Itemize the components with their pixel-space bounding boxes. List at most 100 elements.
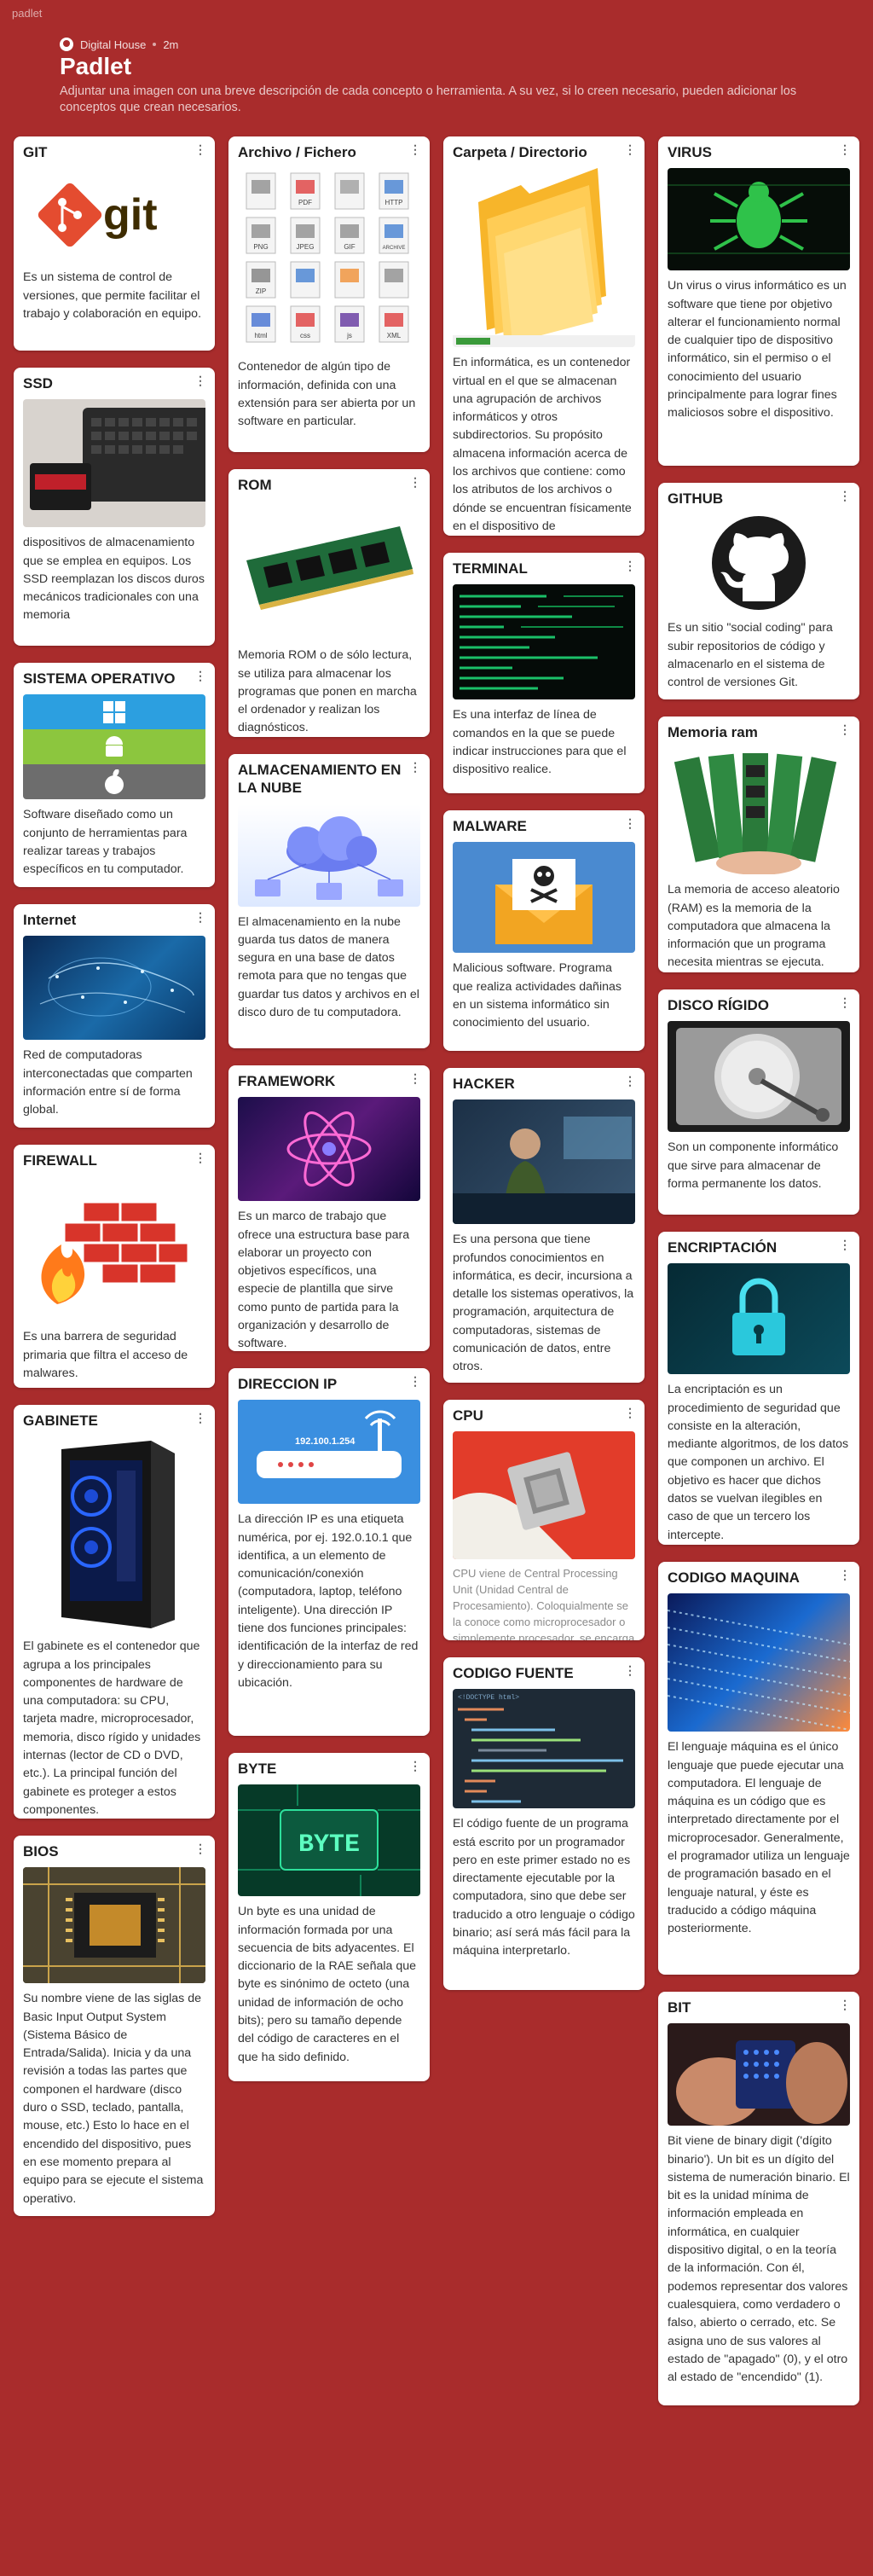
card-title: ROM xyxy=(238,477,272,493)
file-type-icon: js xyxy=(334,305,365,343)
card-title: HACKER xyxy=(453,1076,515,1092)
app-logo[interactable]: padlet xyxy=(12,7,43,20)
card-text: La encriptación es un procedimiento de s… xyxy=(668,1383,849,1542)
card-menu-icon[interactable]: ⋮ xyxy=(624,142,636,156)
author-avatar[interactable] xyxy=(60,38,73,51)
card-menu-icon[interactable]: ⋮ xyxy=(194,142,206,156)
card-menu-icon[interactable]: ⋮ xyxy=(839,722,851,736)
card-git[interactable]: GIT ⋮ git Es un sistema de control de ver… xyxy=(14,136,215,351)
card-menu-icon[interactable]: ⋮ xyxy=(624,1074,636,1088)
card-codigo-fuente[interactable]: CODIGO FUENTE ⋮ <!DOCTYPE html> El código… xyxy=(443,1657,645,1990)
card-ssd[interactable]: SSD ⋮ dispositivos de almacenamiento que … xyxy=(14,368,215,646)
card-menu-icon[interactable]: ⋮ xyxy=(194,1842,206,1855)
card-menu-icon[interactable]: ⋮ xyxy=(194,1411,206,1424)
card-memoria-ram[interactable]: Memoria ram ⋮ La memoria de acceso aleato… xyxy=(658,717,859,972)
card-cpu[interactable]: CPU ⋮ CPU viene de Central Processing Uni… xyxy=(443,1400,645,1640)
card-bit[interactable]: BIT ⋮ Bit viene de binary digit ('dígito … xyxy=(658,1992,859,2405)
card-gabinete[interactable]: GABINETE ⋮ El gabinete es el contenedor q… xyxy=(14,1405,215,1819)
card-menu-icon[interactable]: ⋮ xyxy=(409,1374,421,1388)
author-name[interactable]: Digital House xyxy=(80,38,147,51)
card-title: BIOS xyxy=(23,1843,59,1859)
card-sistema-operativo[interactable]: SISTEMA OPERATIVO ⋮ Software diseñado com… xyxy=(14,663,215,887)
card-menu-icon[interactable]: ⋮ xyxy=(194,669,206,682)
rom-module-image xyxy=(238,501,420,641)
card-text: Un byte es una unidad de información for… xyxy=(238,1905,417,2064)
card-menu-icon[interactable]: ⋮ xyxy=(624,816,636,830)
card-text: La dirección IP es una etiqueta numérica… xyxy=(238,1512,419,1690)
framework-atom-image xyxy=(238,1097,420,1202)
card-title: SISTEMA OPERATIVO xyxy=(23,670,176,687)
card-direccion-ip[interactable]: DIRECCION IP ⋮ 192.100.1.254 La dirección… xyxy=(228,1368,430,1736)
card-title: Archivo / Fichero xyxy=(238,144,356,160)
board-description: Adjuntar una imagen con una breve descri… xyxy=(60,84,797,114)
card-menu-icon[interactable]: ⋮ xyxy=(409,760,421,774)
file-types-image: PDF HTTP PNG JPEG GIF ARCHIVE ZIP html css js XML xyxy=(238,168,420,352)
card-firewall[interactable]: FIREWALL ⋮ Es una barrera de seguridad pr… xyxy=(14,1145,215,1388)
card-menu-icon[interactable]: ⋮ xyxy=(839,1998,851,2011)
card-title: Memoria ram xyxy=(668,724,758,740)
card-github[interactable]: GITHUB ⋮ Es un sitio "social coding" para… xyxy=(658,483,859,699)
gabinete-image xyxy=(23,1436,205,1632)
card-text: Memoria ROM o de sólo lectura, se utiliz… xyxy=(238,648,417,735)
card-menu-icon[interactable]: ⋮ xyxy=(194,910,206,924)
card-menu-icon[interactable]: ⋮ xyxy=(624,559,636,572)
card-menu-icon[interactable]: ⋮ xyxy=(839,489,851,502)
card-title: ENCRIPTACIÓN xyxy=(668,1239,778,1256)
card-menu-icon[interactable]: ⋮ xyxy=(624,1663,636,1677)
card-text: La memoria de acceso aleatorio (RAM) es … xyxy=(668,883,840,970)
card-title: GIT xyxy=(23,144,48,160)
card-codigo-maquina[interactable]: CODIGO MAQUINA ⋮ El lenguaje máquina es e… xyxy=(658,1562,859,1975)
file-type-label: JPEG xyxy=(297,243,315,251)
cpu-chip-image xyxy=(453,1431,635,1560)
card-hacker[interactable]: HACKER ⋮ Es una persona que tiene profund… xyxy=(443,1068,645,1383)
card-carpeta-directorio[interactable]: Carpeta / Directorio ⋮ En informática, es… xyxy=(443,136,645,536)
card-text: Bit viene de binary digit ('dígito binar… xyxy=(668,2134,850,2385)
card-malware[interactable]: MALWARE ⋮ Malicious software. Programa qu… xyxy=(443,810,645,1051)
card-title: MALWARE xyxy=(453,818,527,834)
card-title: GITHUB xyxy=(668,490,724,507)
card-internet[interactable]: Internet ⋮ Red de computadoras interconec… xyxy=(14,904,215,1128)
file-type-label: GIF xyxy=(344,243,355,251)
router-ip-image: 192.100.1.254 xyxy=(238,1400,420,1505)
card-text: Contenedor de algún tipo de información,… xyxy=(238,360,416,429)
ram-sticks-image xyxy=(668,748,850,875)
card-title: ALMACENAMIENTO EN LA NUBE xyxy=(238,762,402,797)
card-terminal[interactable]: TERMINAL ⋮ Es una interfaz de línea de co… xyxy=(443,553,645,793)
code-doctype-text: <!DOCTYPE html> xyxy=(458,1694,519,1702)
card-rom[interactable]: ROM ⋮ Memoria ROM o de sólo lectura, se u… xyxy=(228,469,430,737)
card-title: CPU xyxy=(453,1407,483,1424)
card-menu-icon[interactable]: ⋮ xyxy=(624,1406,636,1419)
card-menu-icon[interactable]: ⋮ xyxy=(839,1568,851,1581)
card-menu-icon[interactable]: ⋮ xyxy=(409,475,421,489)
card-text: dispositivos de almacenamiento que se em… xyxy=(23,536,205,623)
card-framework[interactable]: FRAMEWORK ⋮ Es un marco de trabajo que of… xyxy=(228,1065,430,1351)
card-menu-icon[interactable]: ⋮ xyxy=(839,995,851,1009)
card-title: Internet xyxy=(23,912,77,928)
card-menu-icon[interactable]: ⋮ xyxy=(409,1071,421,1085)
card-almacenamiento-nube[interactable]: ALMACENAMIENTO EN LA NUBE ⋮ El almacenami… xyxy=(228,754,430,1048)
card-menu-icon[interactable]: ⋮ xyxy=(839,1238,851,1251)
card-menu-icon[interactable]: ⋮ xyxy=(409,1759,421,1772)
android-icon xyxy=(23,729,205,765)
ip-address-text: 192.100.1.254 xyxy=(295,1436,356,1447)
git-logo-image: git xyxy=(23,168,205,263)
card-bios[interactable]: BIOS ⋮ Su nombre viene de las siglas de B… xyxy=(14,1836,215,2216)
card-byte[interactable]: BYTE ⋮ BYTE Un byte es una unidad de info… xyxy=(228,1753,430,2081)
card-menu-icon[interactable]: ⋮ xyxy=(409,142,421,156)
card-text: Red de computadoras interconectadas que … xyxy=(23,1048,193,1117)
card-text: Es un sitio "social coding" para subir r… xyxy=(668,621,833,690)
card-virus[interactable]: VIRUS ⋮ Un virus o virus informático es u… xyxy=(658,136,859,466)
card-title: CODIGO MAQUINA xyxy=(668,1569,800,1586)
card-menu-icon[interactable]: ⋮ xyxy=(194,1151,206,1164)
card-disco-rigido[interactable]: DISCO RÍGIDO ⋮ Son un componente informát… xyxy=(658,989,859,1215)
card-menu-icon[interactable]: ⋮ xyxy=(839,142,851,156)
card-title: BIT xyxy=(668,1999,691,2016)
card-text: Es un sistema de control de versiones, q… xyxy=(23,270,202,321)
card-encriptacion[interactable]: ENCRIPTACIÓN ⋮ La encriptación es un proc… xyxy=(658,1232,859,1545)
card-text: Es un marco de trabajo que ofrece una es… xyxy=(238,1210,410,1351)
card-archivo-fichero[interactable]: Archivo / Fichero ⋮ PDF HTTP PNG JPEG GIF ARCH… xyxy=(228,136,430,452)
file-type-icon: GIF xyxy=(334,217,365,254)
card-menu-icon[interactable]: ⋮ xyxy=(194,374,206,387)
file-type-label: HTTP xyxy=(385,199,403,206)
ssd-image xyxy=(23,399,205,528)
